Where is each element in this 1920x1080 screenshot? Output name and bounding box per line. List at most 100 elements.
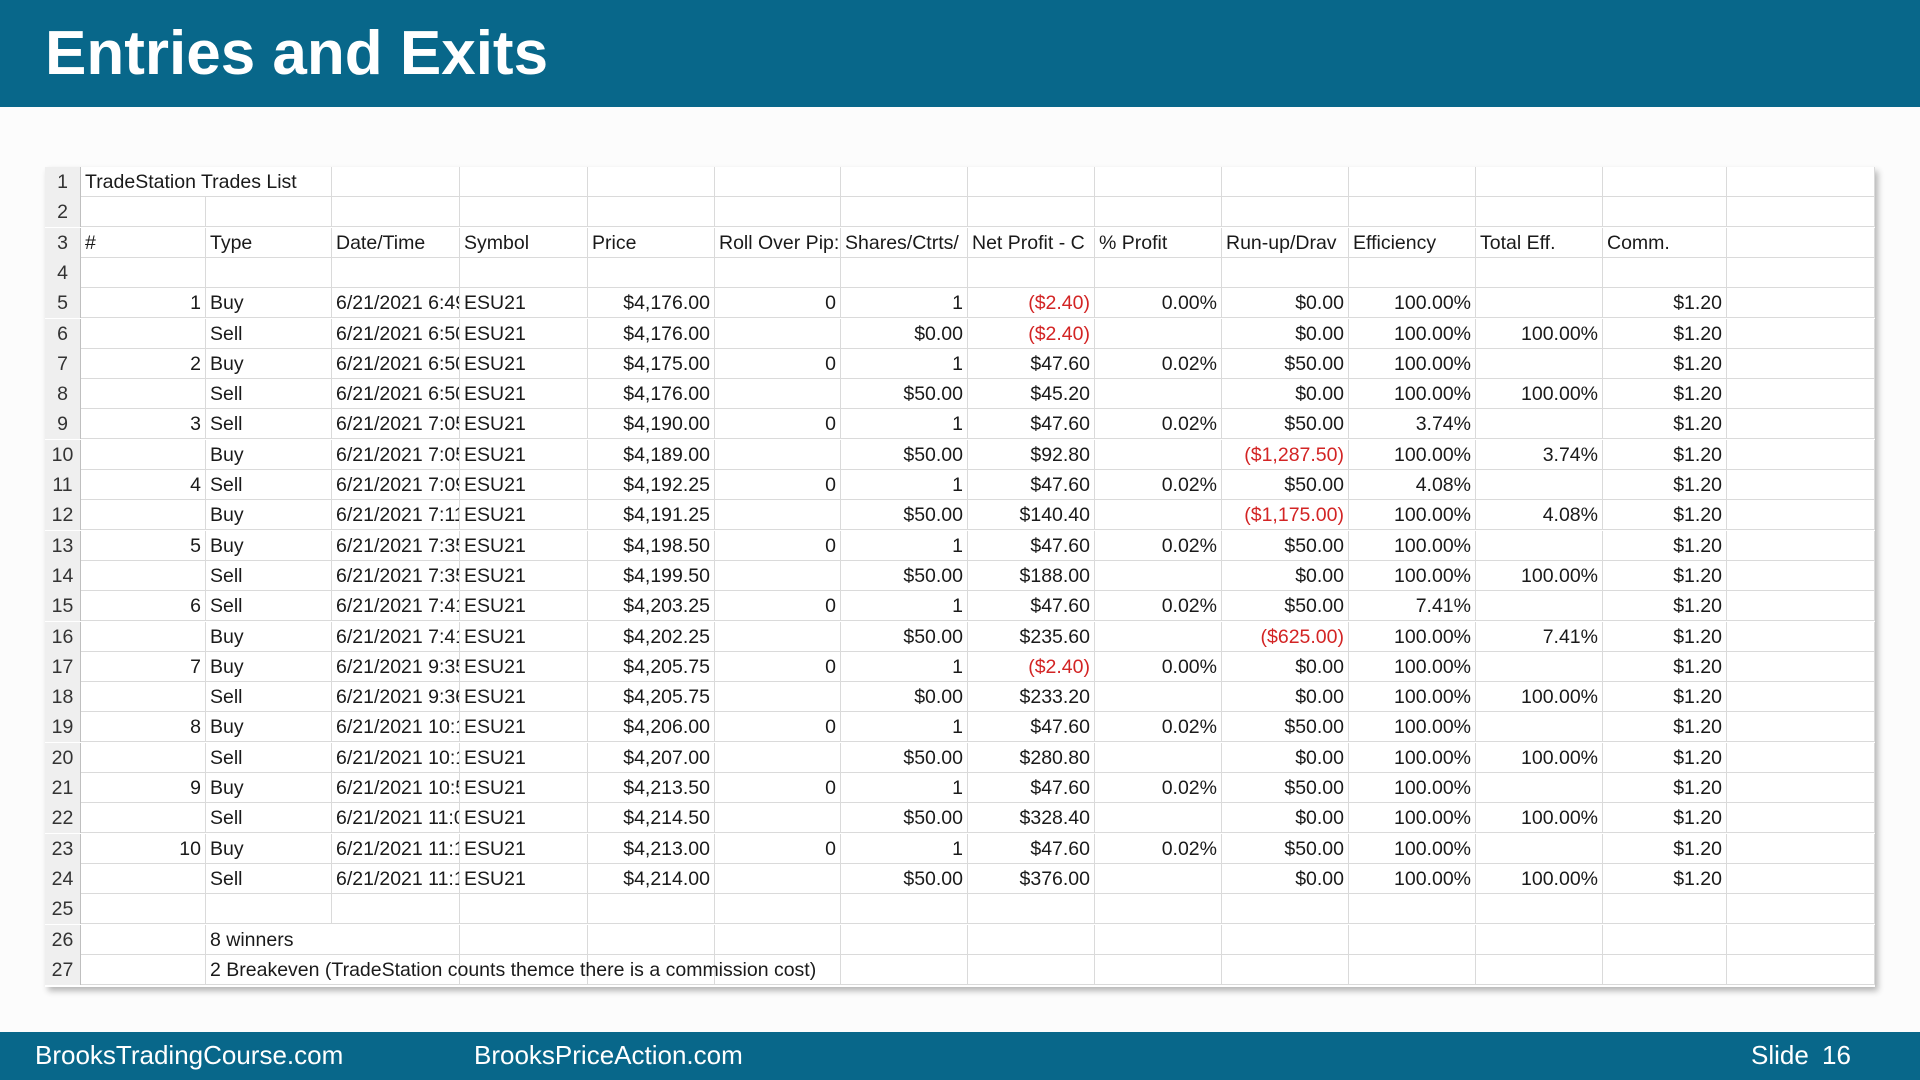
- total-efficiency-cell[interactable]: 100.00%: [1476, 318, 1603, 349]
- cell[interactable]: [332, 197, 460, 228]
- cell[interactable]: [1095, 894, 1222, 925]
- type-cell[interactable]: Sell: [206, 803, 332, 834]
- cell[interactable]: [1727, 167, 1875, 197]
- runup-drawdown-cell[interactable]: $0.00: [1222, 288, 1349, 319]
- date-time-cell[interactable]: 6/21/2021 9:35: [332, 651, 460, 682]
- shares-cell[interactable]: 1: [841, 651, 968, 682]
- cell[interactable]: [1603, 924, 1727, 955]
- cell[interactable]: [460, 894, 588, 925]
- cell[interactable]: [332, 167, 460, 197]
- cell[interactable]: [206, 197, 332, 228]
- runup-drawdown-cell[interactable]: $0.00: [1222, 682, 1349, 713]
- trade-number-cell[interactable]: [81, 379, 206, 410]
- cell[interactable]: [1727, 470, 1875, 500]
- cell[interactable]: [1727, 591, 1875, 622]
- commission-cell[interactable]: $1.20: [1603, 742, 1727, 773]
- summary-note[interactable]: 8 winners: [210, 928, 294, 951]
- symbol-cell[interactable]: ESU21: [460, 379, 588, 410]
- percent-profit-cell[interactable]: 0.00%: [1095, 288, 1222, 319]
- date-time-cell[interactable]: 6/21/2021 10:14: [332, 742, 460, 773]
- commission-cell[interactable]: $1.20: [1603, 712, 1727, 743]
- cell[interactable]: [1476, 954, 1603, 985]
- type-cell[interactable]: Buy: [206, 773, 332, 803]
- runup-drawdown-cell[interactable]: $50.00: [1222, 712, 1349, 743]
- roll-over-pips-cell[interactable]: 0: [715, 773, 841, 803]
- symbol-cell[interactable]: ESU21: [460, 621, 588, 652]
- symbol-cell[interactable]: ESU21: [460, 288, 588, 319]
- shares-cell[interactable]: $50.00: [841, 863, 968, 894]
- cell[interactable]: [1727, 833, 1875, 864]
- total-efficiency-cell[interactable]: [1476, 712, 1603, 743]
- shares-cell[interactable]: 1: [841, 470, 968, 500]
- shares-cell[interactable]: 1: [841, 773, 968, 803]
- trade-number-cell[interactable]: 6: [81, 591, 206, 622]
- cell[interactable]: [588, 197, 715, 228]
- symbol-cell[interactable]: ESU21: [460, 348, 588, 379]
- price-cell[interactable]: $4,205.75: [588, 651, 715, 682]
- cell[interactable]: [1727, 742, 1875, 773]
- cell[interactable]: [1727, 318, 1875, 349]
- net-profit-cell[interactable]: $328.40: [968, 803, 1095, 834]
- cell[interactable]: [332, 257, 460, 288]
- efficiency-cell[interactable]: 100.00%: [1349, 682, 1476, 713]
- cell[interactable]: [1222, 257, 1349, 288]
- type-cell[interactable]: Sell: [206, 863, 332, 894]
- commission-cell[interactable]: $1.20: [1603, 621, 1727, 652]
- cell[interactable]: [841, 954, 968, 985]
- runup-drawdown-cell[interactable]: ($625.00): [1222, 621, 1349, 652]
- commission-cell[interactable]: $1.20: [1603, 773, 1727, 803]
- efficiency-cell[interactable]: 100.00%: [1349, 863, 1476, 894]
- cell[interactable]: [715, 954, 841, 985]
- cell[interactable]: [715, 197, 841, 228]
- cell[interactable]: [206, 167, 332, 197]
- cell[interactable]: [1727, 530, 1875, 561]
- type-cell[interactable]: Buy: [206, 621, 332, 652]
- symbol-cell[interactable]: ESU21: [460, 591, 588, 622]
- net-profit-cell[interactable]: $235.60: [968, 621, 1095, 652]
- total-efficiency-cell[interactable]: 100.00%: [1476, 379, 1603, 410]
- column-header-efficiency[interactable]: Efficiency: [1349, 227, 1476, 258]
- commission-cell[interactable]: $1.20: [1603, 379, 1727, 410]
- shares-cell[interactable]: 1: [841, 530, 968, 561]
- total-efficiency-cell[interactable]: 3.74%: [1476, 439, 1603, 470]
- column-header-date-time[interactable]: Date/Time: [332, 227, 460, 258]
- net-profit-cell[interactable]: $47.60: [968, 348, 1095, 379]
- price-cell[interactable]: $4,198.50: [588, 530, 715, 561]
- cell[interactable]: [715, 257, 841, 288]
- column-header-trade-number[interactable]: #: [81, 227, 206, 258]
- date-time-cell[interactable]: 6/21/2021 6:50: [332, 318, 460, 349]
- trade-number-cell[interactable]: 1: [81, 288, 206, 319]
- cell[interactable]: [1222, 924, 1349, 955]
- cell[interactable]: [588, 257, 715, 288]
- net-profit-cell[interactable]: $47.60: [968, 530, 1095, 561]
- price-cell[interactable]: $4,192.25: [588, 470, 715, 500]
- price-cell[interactable]: $4,203.25: [588, 591, 715, 622]
- cell[interactable]: [1727, 894, 1875, 925]
- cell[interactable]: [1727, 682, 1875, 713]
- roll-over-pips-cell[interactable]: 0: [715, 409, 841, 440]
- cell[interactable]: [460, 167, 588, 197]
- cell[interactable]: [1727, 257, 1875, 288]
- roll-over-pips-cell[interactable]: [715, 560, 841, 591]
- type-cell[interactable]: Buy: [206, 500, 332, 531]
- percent-profit-cell[interactable]: [1095, 621, 1222, 652]
- symbol-cell[interactable]: ESU21: [460, 651, 588, 682]
- shares-cell[interactable]: 1: [841, 348, 968, 379]
- cell[interactable]: [1349, 954, 1476, 985]
- cell[interactable]: [1727, 197, 1875, 228]
- shares-cell[interactable]: $50.00: [841, 621, 968, 652]
- symbol-cell[interactable]: ESU21: [460, 833, 588, 864]
- date-time-cell[interactable]: 6/21/2021 10:57: [332, 773, 460, 803]
- type-cell[interactable]: Sell: [206, 409, 332, 440]
- total-efficiency-cell[interactable]: 100.00%: [1476, 863, 1603, 894]
- cell[interactable]: [206, 257, 332, 288]
- symbol-cell[interactable]: ESU21: [460, 863, 588, 894]
- date-time-cell[interactable]: 6/21/2021 11:16: [332, 863, 460, 894]
- efficiency-cell[interactable]: 100.00%: [1349, 530, 1476, 561]
- net-profit-cell[interactable]: $140.40: [968, 500, 1095, 531]
- trade-number-cell[interactable]: [81, 560, 206, 591]
- date-time-cell[interactable]: 6/21/2021 7:05: [332, 439, 460, 470]
- percent-profit-cell[interactable]: [1095, 318, 1222, 349]
- shares-cell[interactable]: 1: [841, 591, 968, 622]
- commission-cell[interactable]: $1.20: [1603, 409, 1727, 440]
